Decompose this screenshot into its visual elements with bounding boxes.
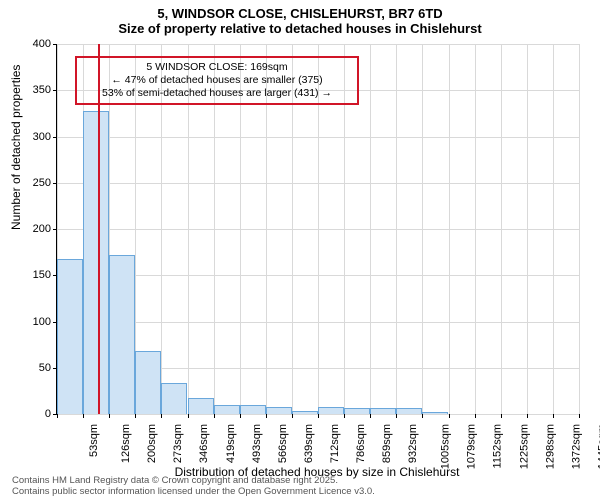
- footer-attribution: Contains HM Land Registry data © Crown c…: [12, 476, 375, 498]
- x-tick-mark: [553, 414, 554, 418]
- gridline-v: [396, 44, 397, 414]
- x-tick-mark: [188, 414, 189, 418]
- x-tick-label: 200sqm: [146, 424, 158, 463]
- x-tick-mark: [370, 414, 371, 418]
- x-tick-mark: [57, 414, 58, 418]
- x-tick-label: 1372sqm: [570, 424, 582, 469]
- chart-area: 05010015020025030035040053sqm126sqm200sq…: [56, 44, 578, 414]
- x-tick-label: 493sqm: [251, 424, 263, 463]
- x-tick-mark: [396, 414, 397, 418]
- histogram-bar: [292, 411, 318, 414]
- x-tick-mark: [240, 414, 241, 418]
- histogram-bar: [396, 408, 422, 414]
- gridline-v: [501, 44, 502, 414]
- plot-area: 05010015020025030035040053sqm126sqm200sq…: [56, 44, 579, 415]
- x-tick-label: 932sqm: [407, 424, 419, 463]
- y-tick-label: 200: [33, 223, 51, 235]
- histogram-bar: [370, 408, 396, 414]
- x-tick-label: 639sqm: [303, 424, 315, 463]
- gridline-v: [422, 44, 423, 414]
- annotation-box: 5 WINDSOR CLOSE: 169sqm← 47% of detached…: [75, 56, 359, 105]
- x-tick-label: 1298sqm: [544, 424, 556, 469]
- x-tick-label: 1152sqm: [491, 424, 503, 468]
- y-tick-label: 300: [33, 131, 51, 143]
- title-main: 5, WINDSOR CLOSE, CHISLEHURST, BR7 6TD: [0, 0, 600, 21]
- x-tick-label: 1445sqm: [596, 424, 600, 469]
- y-tick-label: 350: [33, 84, 51, 96]
- x-tick-label: 1005sqm: [440, 424, 452, 469]
- x-tick-mark: [266, 414, 267, 418]
- x-tick-label: 126sqm: [120, 424, 132, 463]
- x-tick-label: 419sqm: [225, 424, 237, 463]
- x-tick-mark: [109, 414, 110, 418]
- x-tick-label: 1079sqm: [466, 424, 478, 469]
- x-tick-mark: [292, 414, 293, 418]
- annotation-line1: 5 WINDSOR CLOSE: 169sqm: [83, 61, 351, 74]
- annotation-line2: ← 47% of detached houses are smaller (37…: [83, 74, 351, 87]
- gridline-v: [370, 44, 371, 414]
- gridline-v: [527, 44, 528, 414]
- histogram-bar: [57, 259, 83, 414]
- x-tick-label: 712sqm: [329, 424, 341, 463]
- histogram-bar: [318, 407, 344, 414]
- gridline-v: [579, 44, 580, 414]
- x-tick-mark: [344, 414, 345, 418]
- histogram-bar: [188, 398, 214, 414]
- y-tick-label: 400: [33, 38, 51, 50]
- histogram-bar: [266, 407, 292, 414]
- x-tick-mark: [475, 414, 476, 418]
- histogram-bar: [344, 408, 370, 414]
- gridline-v: [475, 44, 476, 414]
- x-tick-mark: [318, 414, 319, 418]
- footer-line2: Contains public sector information licen…: [12, 487, 375, 498]
- x-tick-mark: [579, 414, 580, 418]
- x-tick-mark: [83, 414, 84, 418]
- y-axis-label: Number of detached properties: [9, 65, 23, 230]
- y-tick-label: 0: [45, 408, 51, 420]
- gridline-v: [449, 44, 450, 414]
- x-tick-mark: [422, 414, 423, 418]
- gridline-v: [553, 44, 554, 414]
- x-tick-mark: [161, 414, 162, 418]
- histogram-bar: [135, 351, 161, 414]
- x-tick-label: 1225sqm: [518, 424, 530, 469]
- x-tick-label: 566sqm: [277, 424, 289, 463]
- y-tick-label: 100: [33, 316, 51, 328]
- title-sub: Size of property relative to detached ho…: [0, 21, 600, 40]
- x-tick-label: 859sqm: [381, 424, 393, 463]
- annotation-line3: 53% of semi-detached houses are larger (…: [83, 87, 351, 100]
- x-tick-mark: [449, 414, 450, 418]
- y-tick-label: 150: [33, 269, 51, 281]
- chart-container: 5, WINDSOR CLOSE, CHISLEHURST, BR7 6TD S…: [0, 0, 600, 500]
- x-tick-label: 53sqm: [88, 424, 100, 457]
- x-tick-label: 346sqm: [199, 424, 211, 463]
- x-tick-mark: [135, 414, 136, 418]
- x-tick-mark: [527, 414, 528, 418]
- x-tick-label: 273sqm: [172, 424, 184, 463]
- y-tick-label: 50: [39, 362, 51, 374]
- histogram-bar: [161, 383, 187, 414]
- histogram-bar: [83, 111, 109, 414]
- histogram-bar: [422, 412, 448, 414]
- x-tick-mark: [501, 414, 502, 418]
- x-tick-label: 786sqm: [355, 424, 367, 463]
- histogram-bar: [109, 255, 135, 414]
- histogram-bar: [240, 405, 266, 414]
- histogram-bar: [214, 405, 240, 414]
- x-tick-mark: [214, 414, 215, 418]
- y-tick-label: 250: [33, 177, 51, 189]
